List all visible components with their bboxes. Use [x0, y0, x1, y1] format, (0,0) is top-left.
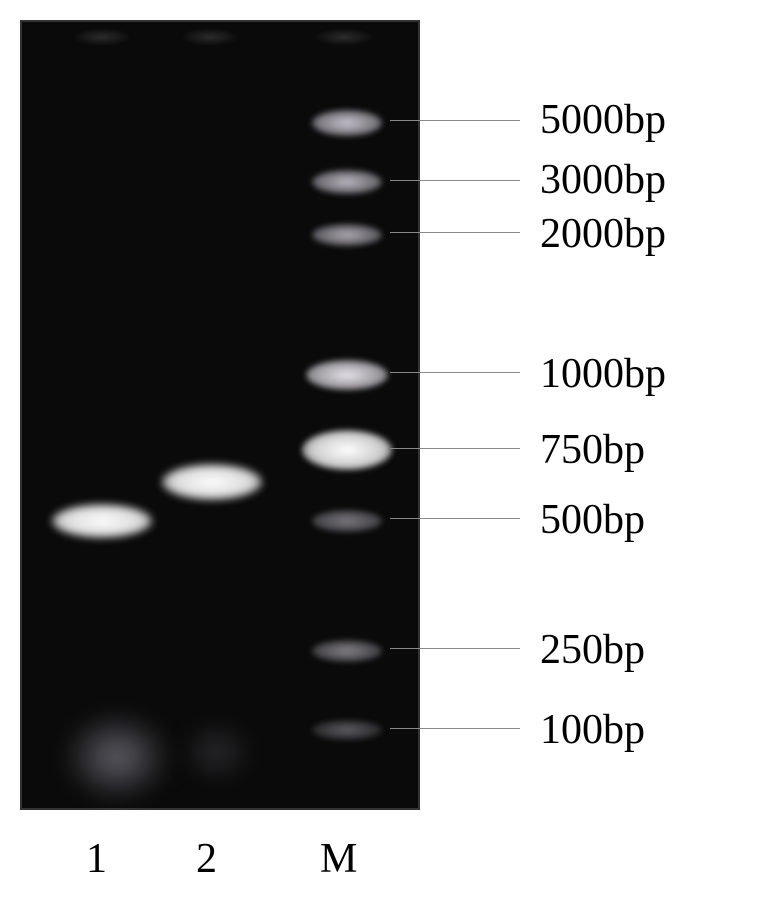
leader-750 — [390, 448, 520, 449]
label-5000: 5000bp — [540, 96, 666, 144]
leader-1000 — [390, 372, 520, 373]
lane-label-1: 1 — [86, 835, 107, 883]
gel-background — [20, 20, 420, 810]
label-2000: 2000bp — [540, 210, 666, 258]
leader-5000 — [390, 120, 520, 121]
ladder-band-750 — [302, 430, 392, 470]
smear-lane-2 — [182, 722, 252, 782]
leader-3000 — [390, 180, 520, 181]
ladder-band-500 — [312, 510, 382, 532]
label-250: 250bp — [540, 626, 645, 674]
label-100: 100bp — [540, 706, 645, 754]
leader-2000 — [390, 232, 520, 233]
leader-250 — [390, 648, 520, 649]
label-1000: 1000bp — [540, 350, 666, 398]
well-lane-1 — [72, 28, 132, 46]
well-lane-m — [314, 28, 374, 46]
ladder-band-2000 — [312, 224, 382, 246]
ladder-band-100 — [312, 720, 382, 740]
gel-figure — [20, 20, 420, 810]
sample-band-lane-1 — [52, 504, 152, 538]
leader-100 — [390, 728, 520, 729]
well-lane-2 — [180, 28, 240, 46]
ladder-band-3000 — [312, 170, 382, 194]
leader-500 — [390, 518, 520, 519]
lane-label-m: M — [320, 835, 357, 883]
label-3000: 3000bp — [540, 156, 666, 204]
sample-band-lane-2 — [162, 464, 262, 500]
ladder-band-250 — [312, 640, 382, 662]
ladder-band-1000 — [306, 360, 388, 390]
smear-lane-1 — [62, 712, 172, 802]
lane-label-2: 2 — [196, 835, 217, 883]
ladder-band-5000 — [312, 110, 382, 136]
label-750: 750bp — [540, 426, 645, 474]
label-500: 500bp — [540, 496, 645, 544]
